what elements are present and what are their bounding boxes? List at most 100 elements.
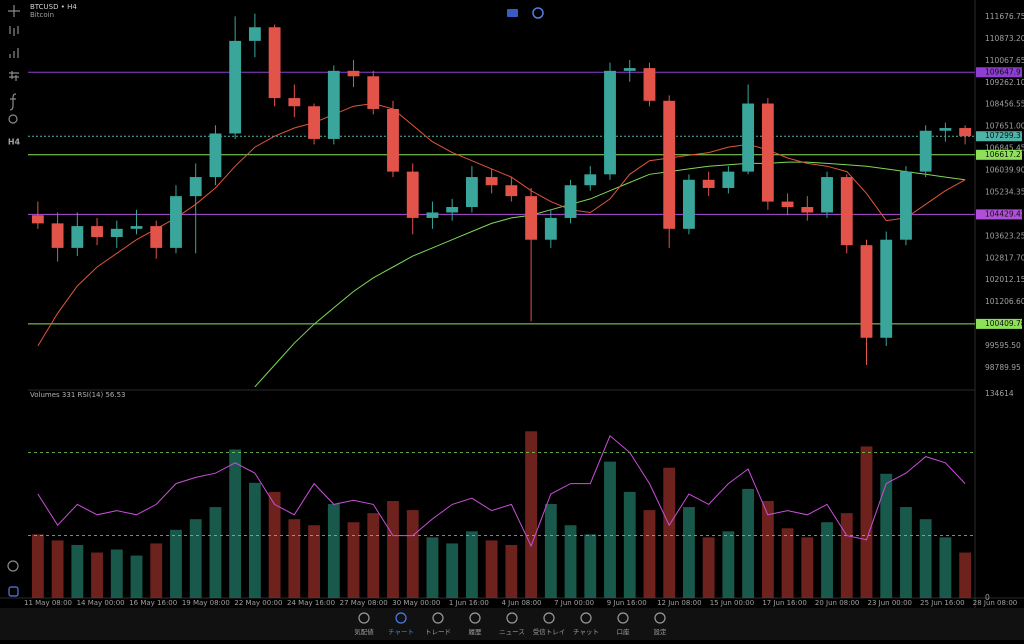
volume-bar [465,531,478,598]
volume-bar [367,513,380,598]
candle-body [742,103,755,172]
volume-bar [229,449,242,598]
nav-icon[interactable] [506,612,518,624]
time-label: 11 May 08:00 [24,599,72,607]
nav-icon[interactable] [617,612,629,624]
nav-label[interactable]: 口座 [617,627,631,636]
nav-icon[interactable] [543,612,555,624]
left-toolbar [7,5,20,597]
candle-body [209,133,222,178]
time-label: 1 Jun 16:00 [449,599,489,607]
candle-body [387,108,399,172]
nav-icon[interactable] [580,612,592,624]
price-tick-label: 102012.15 [985,275,1024,284]
level-tag [976,149,1022,160]
candle-body [860,245,873,338]
price-tick-label: 103623.25 [985,231,1024,240]
volume-bar [781,528,794,598]
indicators-tool[interactable] [9,71,19,81]
time-label: 16 May 16:00 [129,599,177,607]
volume-bar [189,519,202,598]
candle-body [347,70,360,77]
candle-body [801,207,814,213]
time-label: 17 Jun 16:00 [762,599,806,607]
candle-body [683,179,695,229]
nav-icon[interactable] [395,612,407,624]
candle-body [465,177,478,208]
candle-body [900,171,912,240]
function-tool[interactable] [9,93,17,111]
nav-label[interactable]: 履歴 [469,628,483,636]
nav-label[interactable]: ニュース [499,628,525,636]
candle-body [722,171,735,188]
volume-bar [150,543,163,598]
nav-icon[interactable] [469,612,481,624]
volume-bar [209,507,222,598]
price-tick-label: 101206.60 [985,297,1024,306]
crosshair-tool[interactable] [8,5,20,17]
candle-body [150,226,163,248]
nav-label[interactable]: 受信トレイ [533,627,566,636]
volume-bar [505,544,518,598]
clock-icon[interactable] [532,7,544,19]
bars-tool[interactable] [9,48,19,58]
nav-icon[interactable] [358,612,370,624]
timeframe-button[interactable]: H4 [8,138,21,147]
volume-bar [604,461,616,598]
candle-body [643,68,656,101]
candle-body [71,226,84,248]
level-label: 109647.97 [985,67,1024,76]
level-tag [976,131,1022,142]
candle-body [525,196,538,240]
candle-body [584,174,597,186]
candle-body [91,226,103,237]
price-tick-label: 111676.75 [985,12,1024,21]
flag-icon[interactable] [507,9,518,17]
time-label: 4 Jun 08:00 [501,599,541,607]
time-label: 24 May 16:00 [287,599,335,607]
candle-body [959,128,972,137]
candle-body [485,177,498,186]
candle-body [268,27,281,99]
price-tick-label: 98789.95 [985,363,1021,372]
bottom-tool[interactable] [7,560,19,572]
symbol-name: Bitcoin [30,11,54,19]
level-tag [976,318,1022,329]
candle-body [505,185,518,197]
volume-bar [584,534,597,598]
volume-bar [248,482,261,598]
candle-body [367,76,380,109]
chart-type-tool[interactable] [9,26,19,36]
volume-bar [387,501,399,598]
volume-bar [288,519,301,598]
shapes-tool[interactable] [8,114,18,124]
nav-label[interactable]: チャート [388,628,414,636]
nav-label[interactable]: チャット [573,628,599,636]
volume-bar [308,525,320,598]
moving-average [254,161,966,388]
level-label: 104429.42 [985,209,1024,218]
nav-label[interactable]: 設定 [654,627,668,636]
candle-body [623,68,636,71]
nav-icon[interactable] [432,612,444,624]
bottom-tool[interactable] [8,586,19,597]
nav-label[interactable]: 気配値 [354,627,374,636]
volume-bar [485,540,498,598]
volume-bar [268,491,281,598]
candle-body [544,217,557,240]
candle-body [110,228,123,237]
volume-bar [130,555,143,598]
volume-bar [544,504,557,598]
candle-body [51,223,64,248]
level-tag [976,67,1022,78]
nav-icon[interactable] [654,612,666,624]
nav-label[interactable]: トレード [425,628,451,636]
price-tick-label: 106845.45 [985,144,1024,153]
candle-body [170,196,182,248]
volume-bar [91,552,103,598]
volume-bar [71,544,84,598]
volume-bar [426,537,439,598]
volume-bar [663,467,676,598]
volume-bar [959,552,972,598]
